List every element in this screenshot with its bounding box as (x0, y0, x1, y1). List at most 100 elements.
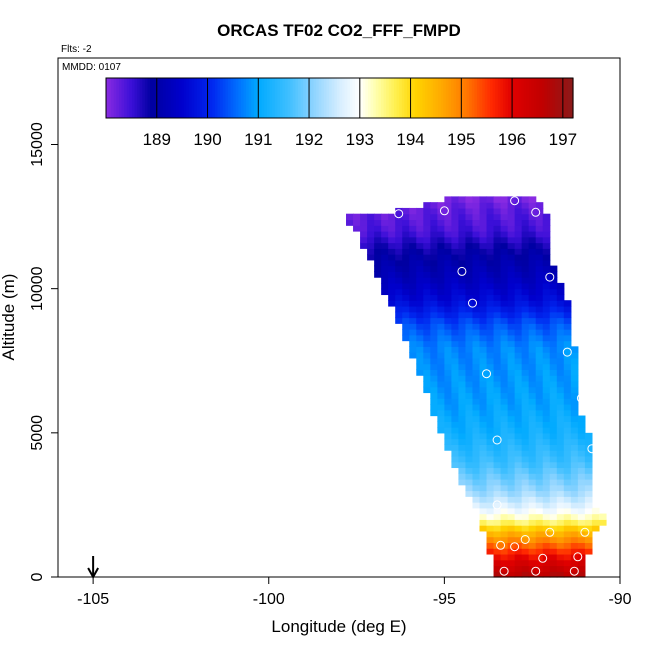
heatmap-cell (507, 398, 516, 405)
heatmap-cell (514, 294, 523, 301)
heatmap-cell (500, 571, 509, 578)
heatmap-cell (493, 392, 502, 399)
colorbar-swatch (124, 78, 128, 118)
heatmap-cell (570, 559, 579, 567)
heatmap-cell (584, 548, 593, 555)
heatmap-cell (479, 467, 488, 474)
heatmap-cell (514, 502, 523, 509)
heatmap-cell (472, 398, 481, 405)
heatmap-cell (528, 542, 537, 549)
heatmap-cell (521, 202, 530, 209)
heatmap-cell (458, 282, 467, 290)
heatmap-cell (493, 467, 502, 474)
heatmap-cell (535, 305, 544, 313)
colorbar-swatch (295, 78, 299, 118)
colorbar-swatch (492, 78, 496, 118)
heatmap-cell (556, 507, 565, 515)
heatmap-cell (416, 225, 424, 232)
heatmap-cell (507, 305, 516, 313)
heatmap-cell (451, 219, 460, 226)
heatmap-cell (479, 455, 488, 463)
heatmap-cell (528, 305, 537, 313)
heatmap-cell (486, 444, 495, 451)
heatmap-cell (493, 265, 502, 272)
heatmap-cell (549, 271, 558, 278)
heatmap-cell (430, 282, 438, 290)
heatmap-cell (367, 248, 375, 255)
heatmap-cell (507, 473, 516, 480)
colorbar-swatch (482, 78, 486, 118)
heatmap-cell (402, 317, 410, 324)
heatmap-cell (521, 404, 530, 411)
heatmap-cell (563, 502, 572, 509)
heatmap-cell (360, 213, 368, 221)
heatmap-cell (374, 225, 382, 232)
heatmap-cell (528, 352, 537, 359)
heatmap-cell (528, 369, 537, 376)
heatmap-cell (535, 288, 544, 296)
heatmap-cell (521, 265, 530, 272)
heatmap-cell (430, 254, 438, 261)
heatmap-cell (493, 444, 502, 451)
heatmap-cell (472, 409, 481, 417)
heatmap-cell (493, 421, 502, 428)
heatmap-cell (388, 231, 396, 238)
heatmap-cell (563, 559, 572, 567)
heatmap-cell (521, 444, 530, 451)
heatmap-cell (556, 519, 565, 526)
heatmap-cell (493, 409, 502, 417)
heatmap-cell (465, 202, 474, 209)
heatmap-cell (402, 254, 410, 261)
heatmap-cell (507, 259, 516, 267)
heatmap-cell (556, 323, 565, 330)
heatmap-cell (549, 553, 558, 561)
heatmap-cell (507, 300, 516, 307)
heatmap-cell (514, 317, 523, 324)
heatmap-cell (430, 236, 438, 244)
heatmap-cell (521, 467, 530, 474)
heatmap-cell (577, 415, 586, 422)
sample-point (531, 566, 541, 576)
heatmap-cell (535, 478, 544, 486)
heatmap-cell (444, 404, 453, 411)
heatmap-cell (465, 323, 474, 330)
heatmap-cell (493, 196, 502, 203)
heatmap-cell (521, 490, 530, 497)
heatmap-cell (556, 300, 565, 307)
heatmap-cell (535, 467, 544, 474)
heatmap-cell (479, 311, 488, 319)
heatmap-cell (374, 236, 382, 244)
heatmap-cell (493, 242, 502, 249)
heatmap-cell (542, 490, 551, 497)
heatmap-cell (479, 496, 488, 503)
heatmap-cell (423, 340, 431, 347)
heatmap-cell (430, 380, 438, 388)
heatmap-cell (479, 432, 488, 440)
heatmap-cell (479, 329, 488, 336)
heatmap-cell (458, 455, 467, 463)
heatmap-cell (479, 334, 488, 342)
colorbar-swatch (305, 78, 309, 118)
heatmap-cell (395, 236, 403, 244)
heatmap-cell (409, 340, 417, 347)
colorbar-swatch (274, 78, 278, 118)
heatmap-cell (528, 409, 537, 417)
heatmap-cell (493, 323, 502, 330)
heatmap-cell (514, 484, 523, 492)
heatmap-cell (549, 409, 558, 417)
heatmap-cell (507, 369, 516, 376)
heatmap-cell (521, 438, 530, 445)
heatmap-cell (486, 386, 495, 394)
heatmap-cell (507, 409, 516, 417)
heatmap-cell (479, 196, 488, 203)
heatmap-cell (584, 438, 593, 445)
heatmap-cell (493, 473, 502, 480)
heatmap-cell (556, 317, 565, 324)
colorbar-swatch (334, 78, 338, 118)
heatmap-cell (451, 432, 460, 440)
colorbar-swatch (201, 78, 206, 118)
heatmap-cell (493, 507, 502, 515)
heatmap-cell (514, 432, 523, 440)
heatmap-cell (451, 398, 460, 405)
heatmap-cell (493, 288, 502, 296)
